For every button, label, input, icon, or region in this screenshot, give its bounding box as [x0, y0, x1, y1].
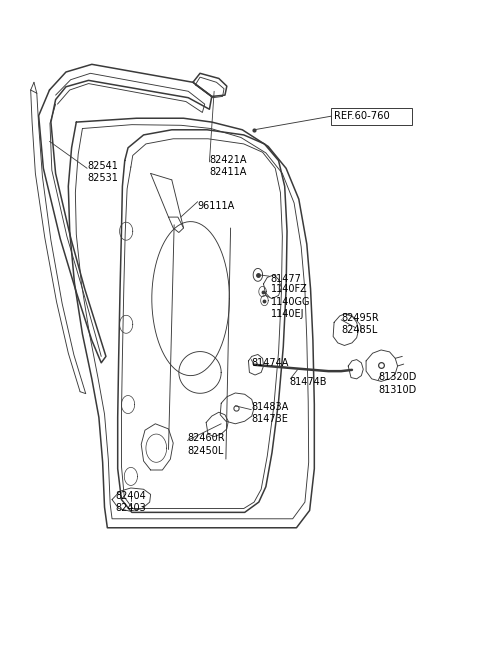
Text: 82541
82531: 82541 82531 — [87, 161, 118, 183]
Text: 81474B: 81474B — [289, 377, 327, 387]
Text: 81474A: 81474A — [252, 358, 289, 368]
Text: 81483A
81473E: 81483A 81473E — [252, 402, 289, 424]
Text: 1140FZ
1140GG
1140EJ: 1140FZ 1140GG 1140EJ — [271, 284, 310, 319]
Text: REF.60-760: REF.60-760 — [334, 111, 390, 121]
Text: 82404
82403: 82404 82403 — [116, 491, 146, 514]
Text: 81477: 81477 — [271, 274, 301, 284]
Text: 82495R
82485L: 82495R 82485L — [341, 313, 379, 335]
Text: 82460R
82450L: 82460R 82450L — [187, 433, 225, 455]
FancyBboxPatch shape — [331, 108, 412, 124]
Text: 81320D
81310D: 81320D 81310D — [379, 372, 417, 394]
Text: 96111A: 96111A — [198, 200, 235, 210]
Text: 82421A
82411A: 82421A 82411A — [209, 155, 247, 177]
